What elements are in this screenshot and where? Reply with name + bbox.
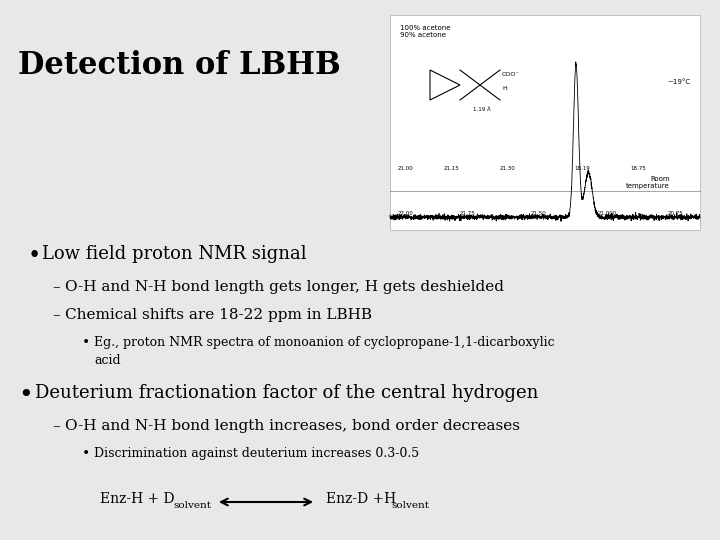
Text: Low field proton NMR signal: Low field proton NMR signal — [42, 245, 307, 263]
Text: 21.50: 21.50 — [531, 211, 546, 216]
Text: Room
temperature: Room temperature — [626, 176, 670, 189]
Text: Enz-D +H: Enz-D +H — [326, 492, 396, 506]
Text: 21.15: 21.15 — [444, 165, 460, 171]
Text: COO⁻: COO⁻ — [502, 72, 520, 78]
Text: –: – — [52, 280, 60, 294]
Text: Enz-H + D: Enz-H + D — [100, 492, 174, 506]
Text: •: • — [28, 245, 41, 267]
Text: •: • — [18, 384, 32, 407]
Text: solvent: solvent — [173, 502, 211, 510]
Text: 20.75: 20.75 — [667, 211, 683, 216]
Text: 100% acetone
90% acetone: 100% acetone 90% acetone — [400, 25, 451, 38]
Text: 18.75: 18.75 — [630, 165, 646, 171]
Text: •: • — [82, 336, 90, 350]
Text: 1.19 Å: 1.19 Å — [473, 107, 491, 112]
Text: Discrimination against deuterium increases 0.3-0.5: Discrimination against deuterium increas… — [94, 447, 419, 460]
Text: 21.30: 21.30 — [500, 165, 516, 171]
Text: –: – — [52, 308, 60, 322]
Text: 21.000: 21.000 — [598, 211, 616, 216]
Text: –: – — [52, 419, 60, 433]
Text: O-H and N-H bond length gets longer, H gets deshielded: O-H and N-H bond length gets longer, H g… — [65, 280, 504, 294]
Text: Eg., proton NMR spectra of monoanion of cyclopropane-1,1-dicarboxylic: Eg., proton NMR spectra of monoanion of … — [94, 336, 554, 349]
Text: 18.19: 18.19 — [575, 165, 590, 171]
Text: •: • — [82, 447, 90, 461]
Text: Detection of LBHB: Detection of LBHB — [18, 50, 341, 81]
Text: 21.00: 21.00 — [397, 165, 413, 171]
Text: Chemical shifts are 18-22 ppm in LBHB: Chemical shifts are 18-22 ppm in LBHB — [65, 308, 372, 322]
Text: O-H and N-H bond length increases, bond order decreases: O-H and N-H bond length increases, bond … — [65, 419, 520, 433]
Bar — [390, 15, 700, 230]
Text: Deuterium fractionation factor of the central hydrogen: Deuterium fractionation factor of the ce… — [35, 384, 539, 402]
Text: H: H — [502, 85, 507, 91]
Text: ~19°C: ~19°C — [667, 79, 690, 85]
Text: solvent: solvent — [391, 502, 429, 510]
Text: acid: acid — [94, 354, 121, 367]
Text: 22.00: 22.00 — [397, 211, 413, 216]
Text: 21.75: 21.75 — [459, 211, 475, 216]
